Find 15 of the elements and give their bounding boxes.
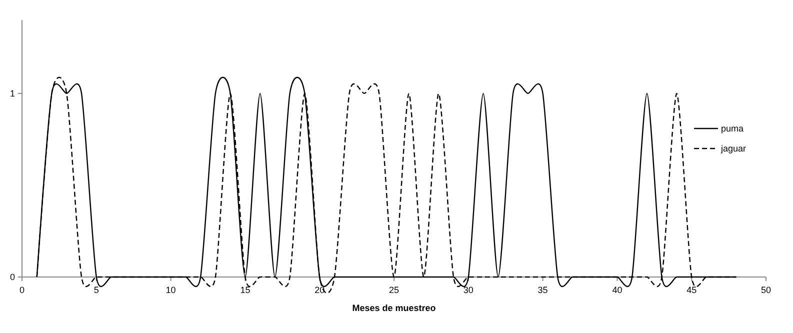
y-tick-label: 1 — [10, 88, 15, 99]
x-tick-label: 30 — [463, 285, 474, 295]
x-tick-label: 5 — [94, 285, 99, 295]
x-tick-label: 50 — [760, 285, 772, 295]
x-tick-label: 20 — [314, 285, 325, 295]
x-axis-title: Meses de muestreo — [352, 303, 436, 313]
x-tick-label: 0 — [19, 285, 25, 295]
x-tick-label: 10 — [166, 285, 176, 295]
x-tick-label: 25 — [388, 285, 400, 295]
legend-label: jaguar — [720, 144, 746, 154]
x-tick-label: 40 — [612, 285, 622, 295]
x-tick-label: 35 — [538, 285, 548, 295]
x-tick-label: 15 — [240, 285, 250, 295]
x-tick-label: 45 — [686, 285, 697, 295]
legend-label: puma — [721, 124, 744, 134]
